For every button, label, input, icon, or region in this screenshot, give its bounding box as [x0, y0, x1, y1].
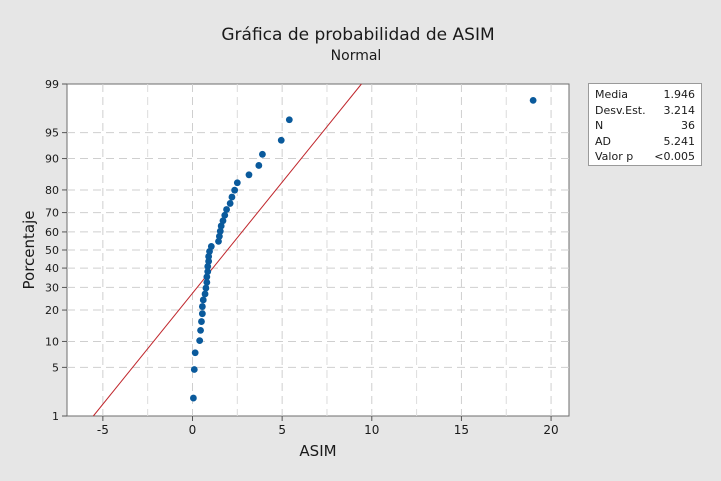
data-point [223, 206, 230, 213]
y-axis-ticks: 1 5 10 20 30 40 50 60 70 80 90 95 99 [45, 78, 67, 423]
x-axis-ticks: -5 0 5 10 15 20 [97, 416, 559, 437]
x-axis-label: ASIM [299, 442, 336, 460]
stat-label: Valor p [595, 150, 634, 163]
stat-label: N [595, 119, 604, 132]
x-tick-label: 20 [543, 423, 558, 437]
data-point [197, 326, 204, 334]
x-tick-label: 10 [364, 423, 379, 437]
data-point [277, 136, 285, 144]
data-point [231, 186, 239, 194]
stat-label: Media [595, 88, 629, 101]
gridlines [67, 84, 569, 416]
y-tick-label: 90 [45, 153, 59, 166]
data-point [255, 162, 263, 169]
data-point [205, 253, 213, 260]
fit-line [92, 83, 362, 417]
stat-row-n: N 36 [595, 118, 695, 134]
stat-value: 36 [681, 119, 695, 132]
y-tick-label: 99 [45, 78, 59, 91]
data-point [191, 349, 199, 357]
x-tick-label: -5 [97, 423, 109, 437]
y-tick-label: 20 [45, 304, 59, 317]
data-point [217, 222, 225, 230]
data-point [199, 296, 207, 304]
data-point [215, 237, 222, 245]
data-point [198, 303, 206, 310]
stat-value: <0.005 [654, 150, 695, 163]
data-point [221, 211, 229, 219]
stat-row-mean: Media 1.946 [595, 87, 695, 103]
x-tick-label: 0 [189, 423, 197, 437]
data-point [204, 263, 212, 270]
x-tick-label: 5 [278, 423, 286, 437]
y-tick-label: 95 [45, 127, 59, 140]
data-point [207, 243, 215, 250]
y-tick-label: 40 [45, 262, 59, 275]
y-tick-label: 10 [45, 335, 59, 348]
y-tick-label: 60 [45, 226, 59, 239]
x-tick-label: 15 [454, 423, 469, 437]
data-point [203, 278, 211, 286]
fit-line-group [92, 83, 362, 417]
data-point [226, 200, 234, 207]
y-tick-label: 80 [45, 184, 59, 197]
data-point [204, 268, 212, 276]
data-point [198, 318, 205, 325]
data-point [190, 366, 198, 373]
y-tick-label: 50 [45, 244, 59, 257]
data-point [215, 232, 223, 240]
data-point [205, 257, 213, 265]
data-point [201, 290, 209, 298]
stat-row-ad: AD 5.241 [595, 134, 695, 150]
y-tick-label: 30 [45, 281, 59, 294]
stat-row-pvalue: Valor p <0.005 [595, 149, 695, 165]
data-point [203, 273, 211, 281]
stat-row-stdev: Desv.Est. 3.214 [595, 103, 695, 119]
chart-title: Gráfica de probabilidad de ASIM [221, 25, 494, 45]
data-point [259, 150, 266, 158]
data-point [189, 394, 197, 402]
data-point [202, 284, 210, 292]
statistics-legend: Media 1.946 Desv.Est. 3.214 N 36 AD 5.24… [588, 83, 702, 166]
y-axis-label: Porcentaje [20, 211, 38, 290]
stat-label: AD [595, 134, 611, 148]
data-point [196, 337, 204, 345]
data-point [529, 96, 537, 104]
stat-label: Desv.Est. [595, 103, 646, 117]
data-point [285, 116, 293, 124]
y-tick-label: 1 [52, 410, 59, 423]
chart-subtitle: Normal [331, 48, 382, 64]
y-tick-label: 5 [52, 361, 59, 374]
data-point [228, 193, 236, 201]
stat-value: 5.241 [663, 134, 696, 148]
stat-value: 3.214 [663, 103, 696, 117]
data-points [189, 96, 537, 402]
data-point [198, 310, 206, 318]
y-tick-label: 70 [45, 207, 59, 220]
data-point [216, 227, 224, 235]
data-point [219, 217, 227, 225]
stat-value: 1.946 [663, 88, 696, 101]
data-point [245, 171, 253, 179]
data-point [233, 179, 241, 187]
